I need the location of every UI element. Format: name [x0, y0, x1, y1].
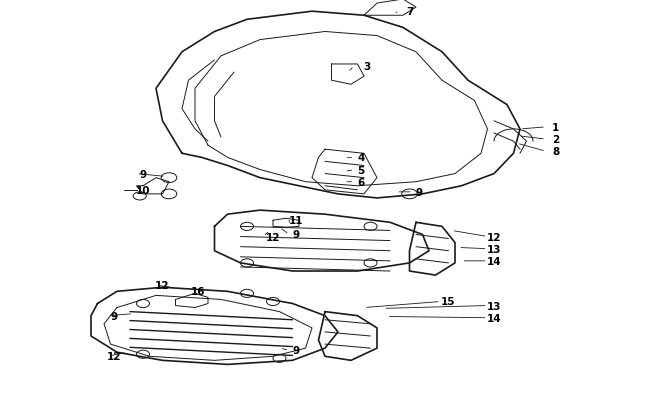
Text: 15: 15	[441, 297, 456, 307]
Text: 9: 9	[292, 345, 299, 355]
Text: 3: 3	[363, 62, 371, 72]
Text: 9: 9	[140, 169, 146, 179]
Text: 4: 4	[357, 153, 365, 163]
Text: 12: 12	[487, 232, 501, 242]
Text: 14: 14	[487, 313, 501, 323]
Text: 12: 12	[155, 281, 170, 290]
Text: 8: 8	[552, 147, 560, 157]
Text: 9: 9	[416, 188, 422, 197]
Text: 10: 10	[136, 185, 150, 195]
Text: 6: 6	[357, 177, 365, 187]
Text: 12: 12	[266, 232, 280, 242]
Text: 13: 13	[487, 244, 501, 254]
Text: 11: 11	[289, 216, 303, 226]
Text: 9: 9	[292, 230, 299, 240]
Text: 14: 14	[487, 256, 501, 266]
Text: 12: 12	[107, 352, 121, 361]
Text: 13: 13	[487, 301, 501, 311]
Text: 2: 2	[552, 135, 560, 145]
Text: 5: 5	[357, 165, 365, 175]
Text: 16: 16	[191, 287, 205, 296]
Text: 7: 7	[406, 7, 413, 17]
Text: 9: 9	[111, 311, 117, 321]
Text: 1: 1	[552, 123, 560, 132]
